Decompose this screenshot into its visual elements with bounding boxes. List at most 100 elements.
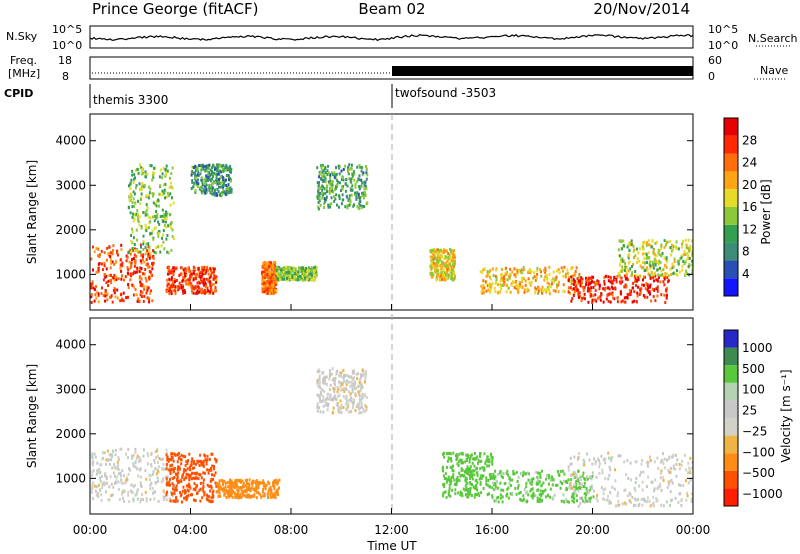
power-cell-1 [166, 250, 169, 254]
power-cell-9 [585, 276, 587, 280]
velocity-cell-0 [100, 498, 103, 502]
power-cell-2 [200, 280, 203, 284]
power-colorbar-swatch [724, 260, 738, 279]
power-cell-8 [488, 270, 491, 274]
power-cell-3 [216, 166, 219, 169]
velocity-cell-5 [580, 496, 583, 500]
velocity-cell-3 [319, 390, 322, 394]
velocity-cell-4 [477, 492, 480, 495]
velocity-cell-3 [324, 397, 327, 401]
power-cell-6 [344, 205, 347, 209]
power-cell-6 [354, 185, 357, 189]
power-cell-3 [193, 171, 196, 175]
power-cell-2 [212, 291, 215, 295]
velocity-cell-6 [598, 465, 601, 469]
velocity-cell-4 [449, 465, 452, 469]
power-cell-0 [105, 267, 108, 271]
velocity-cell-2 [241, 479, 244, 483]
velocity-cell-0 [132, 462, 134, 466]
power-cell-4 [270, 273, 273, 277]
power-cell-1 [131, 201, 134, 204]
power-cell-2 [194, 286, 197, 289]
power-cell-8 [544, 270, 547, 274]
velocity-cell-4 [443, 455, 446, 459]
power-cell-9 [588, 282, 591, 286]
power-cell-1 [137, 212, 140, 216]
velocity-cell-5 [532, 494, 535, 498]
velocity-cell-0 [146, 462, 149, 466]
power-cell-4 [268, 280, 271, 284]
velocity-cell-6 [594, 460, 597, 464]
velocity-cell-6 [607, 451, 610, 455]
power-cell-9 [650, 275, 652, 279]
power-cell-0 [122, 299, 125, 303]
velocity-cell-1 [171, 456, 174, 460]
power-cell-3 [222, 164, 225, 167]
power-cell-9 [663, 293, 666, 297]
velocity-cell-6 [633, 487, 636, 490]
power-cell-8 [532, 276, 535, 280]
power-cell-0 [148, 270, 151, 273]
power-cell-0 [148, 300, 151, 304]
power-cell-10 [670, 249, 673, 253]
date-title: 20/Nov/2014 [593, 0, 690, 18]
power-cell-6 [348, 194, 351, 198]
power-cell-7 [432, 261, 435, 265]
power-cell-9 [583, 285, 586, 289]
power-cell-2 [174, 285, 177, 289]
power-cell-2 [206, 286, 209, 290]
power-cell-0 [105, 258, 108, 262]
power-cell-8 [496, 291, 499, 295]
velocity-cell-5 [544, 495, 547, 499]
power-cell-5 [315, 272, 318, 276]
power-cell-6 [321, 163, 324, 167]
power-cell-6 [329, 205, 331, 209]
power-cell-10 [637, 251, 640, 255]
power-cell-9 [588, 289, 591, 293]
power-cell-7 [434, 268, 437, 272]
power-cell-3 [191, 165, 194, 169]
power-cell-3 [197, 182, 200, 186]
power-cell-8 [494, 274, 497, 278]
velocity-cell-0 [119, 447, 122, 451]
velocity-cell-2 [227, 495, 230, 499]
power-cell-0 [127, 283, 130, 286]
velocity-cell-5 [494, 485, 497, 489]
velocity-cell-1 [188, 484, 191, 488]
velocity-cell-6 [573, 470, 576, 474]
power-cell-6 [338, 172, 341, 176]
velocity-cell-4 [448, 478, 451, 482]
power-cell-1 [149, 187, 152, 191]
power-cell-10 [672, 245, 675, 249]
velocity-cell-2 [236, 493, 238, 497]
velocity-colorbar-swatch [724, 347, 738, 366]
power-cell-1 [135, 212, 138, 216]
power-cell-10 [672, 272, 675, 276]
velocity-cell-6 [638, 502, 641, 506]
power-cell-2 [174, 289, 177, 293]
power-cell-7 [442, 262, 445, 266]
velocity-cell-5 [506, 487, 509, 491]
power-cell-2 [170, 277, 173, 281]
velocity-cell-3 [328, 377, 331, 381]
velocity-cell-2 [234, 480, 237, 484]
velocity-cell-0 [103, 451, 106, 455]
power-cell-1 [137, 217, 140, 221]
velocity-cell-5 [583, 481, 586, 485]
power-cell-4 [268, 261, 271, 265]
velocity-cell-1 [196, 460, 199, 464]
power-cell-1 [133, 217, 136, 221]
power-cell-10 [654, 259, 657, 263]
power-cell-3 [207, 175, 210, 179]
velocity-cell-6 [596, 499, 599, 503]
velocity-cell-0 [96, 461, 99, 465]
power-cell-0 [112, 276, 115, 280]
velocity-cell-2 [262, 494, 265, 498]
velocity-cell-0 [110, 482, 113, 486]
velocity-cell-2 [257, 484, 260, 488]
velocity-cell-0 [98, 471, 100, 475]
power-cell-2 [170, 283, 173, 287]
power-cell-7 [440, 274, 443, 278]
power-cell-6 [336, 183, 339, 187]
